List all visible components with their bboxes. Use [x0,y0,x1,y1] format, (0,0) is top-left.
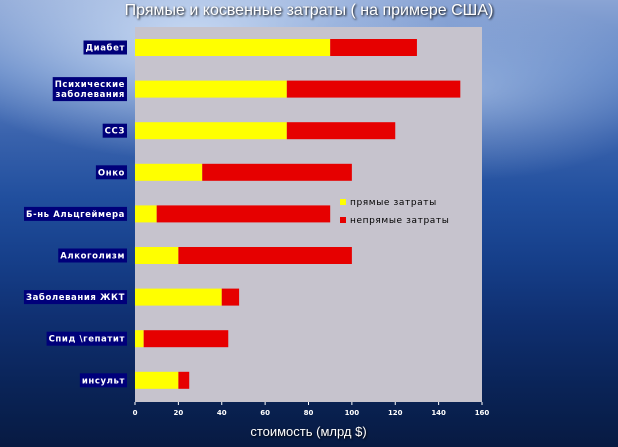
category-label-line: Диабет [86,43,126,54]
category-label: Заболевания ЖКТ [23,290,127,305]
x-tick-label: 120 [388,409,403,417]
category-label-text: Заболевания ЖКТ [26,292,125,303]
category-label-line: инсульт [82,376,125,386]
category-label-line: Спид \гепатит [49,335,125,345]
bar-direct-costs [135,330,144,348]
category-label-text: инсульт [82,376,125,386]
bar-direct-costs [135,80,287,98]
category-label-line: Алкоголизм [60,252,125,262]
x-tick-label: 80 [304,409,314,417]
category-label: Б-нь Альцгеймера [24,206,127,221]
bar-direct-costs [135,122,287,140]
x-tick-label: 0 [133,409,138,417]
bar-direct-costs [135,371,179,389]
bar-direct-costs [135,205,157,223]
category-label-line: Онко [98,168,125,178]
bar-indirect-costs [178,247,352,264]
category-label-line: Б-нь Альцгеймера [26,210,125,220]
legend-label-direct: прямые затраты [350,198,437,208]
category-label-bg [58,248,127,263]
bar-indirect-costs [202,163,352,181]
bar-indirect-costs [330,39,417,56]
category-label-line: заболевания [56,89,125,100]
category-label-bg [79,373,127,388]
category-label: Психические заболевания [52,77,127,102]
bar-indirect-costs [286,122,396,140]
category-label-text: Алкоголизм [60,252,125,262]
category-label-bg [95,165,127,180]
bars-group [135,39,461,389]
category-label-text: Онко [98,168,125,178]
category-label-text: Психические заболевания [55,80,125,100]
legend-swatch-indirect [340,217,346,223]
category-label-bg [102,123,127,138]
legend-swatch-direct [340,199,346,205]
bar-direct-costs [135,288,222,306]
category-label-text: Диабет [86,43,126,54]
category-label-line: Психические [55,80,125,90]
category-label: Алкоголизм [58,248,127,263]
category-label-bg [52,77,127,102]
x-tick-label: 140 [431,409,446,417]
x-tick-label: 100 [345,409,360,417]
category-label: ССЗ [102,123,127,138]
bar-indirect-costs [286,80,461,98]
x-axis-title: стоимость (млрд $) [250,424,367,439]
x-tick-label: 40 [217,409,227,417]
x-tick-label: 60 [260,409,270,417]
category-label-text: Б-нь Альцгеймера [26,210,125,220]
legend: прямые затраты непрямые затраты [340,198,449,226]
category-label-bg [83,40,127,55]
bar-direct-costs [135,39,331,56]
x-axis: 0 20 40 60 80 100 120 140 160 [133,402,490,417]
category-label-line: ССЗ [105,127,125,137]
category-label-bg [24,206,127,221]
bar-direct-costs [135,163,203,181]
x-tick-label: 20 [174,409,184,417]
bar-indirect-costs [156,205,331,223]
category-label: Диабет [83,40,127,55]
category-label-text: ССЗ [105,127,125,137]
category-label-bg [46,331,127,346]
category-label-text: Спид \гепатит [49,335,125,345]
category-labels: Диабет Психические заболевания ССЗ Онко Б-нь … [23,40,127,388]
category-label-line: Заболевания ЖКТ [26,292,125,303]
category-label: инсульт [79,373,127,388]
chart-title: Прямые и косвенные затраты ( на примере … [124,2,494,19]
bar-indirect-costs [143,330,229,348]
bar-indirect-costs [178,371,190,389]
category-label: Спид \гепатит [46,331,127,346]
category-label: Онко [95,165,127,180]
bar-direct-costs [135,247,179,264]
category-label-bg [23,290,127,305]
x-tick-label: 160 [475,409,490,417]
legend-label-indirect: непрямые затраты [350,216,449,226]
bar-indirect-costs [221,288,240,306]
